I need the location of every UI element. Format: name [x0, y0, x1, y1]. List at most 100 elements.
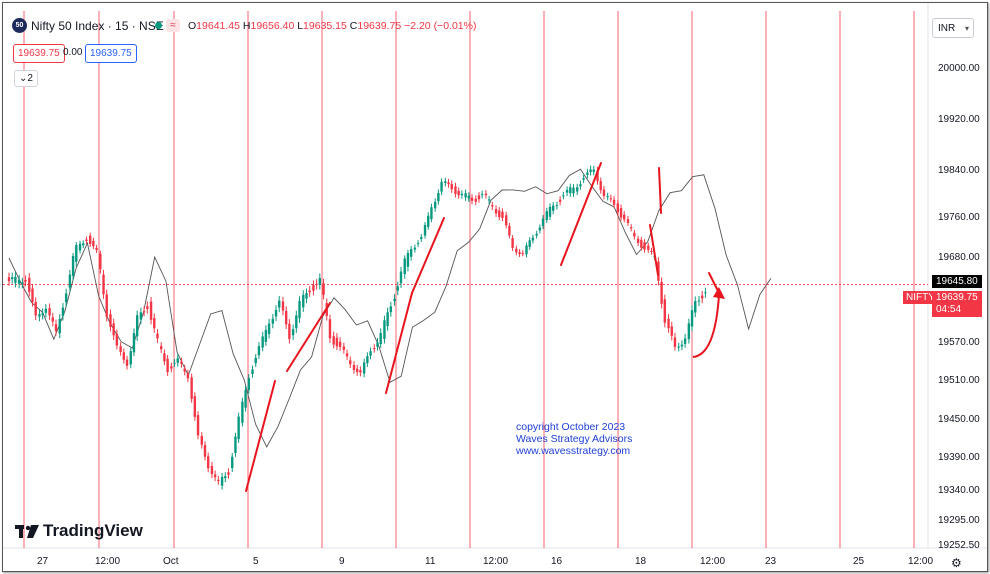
candle-body [599, 181, 602, 191]
candle-body [241, 401, 244, 423]
y-tick-label: 19840.00 [938, 165, 980, 176]
candle-body [609, 198, 613, 200]
candle-body [541, 218, 545, 227]
candle-body [413, 247, 417, 250]
candle-body [332, 336, 335, 345]
candle-body [484, 193, 488, 196]
candle-body [362, 362, 366, 374]
candle-body [149, 301, 153, 320]
candle-body [17, 279, 21, 284]
candle-body [437, 192, 440, 202]
candle-body [68, 274, 72, 288]
candle-body [647, 245, 650, 250]
candle-body [612, 199, 616, 205]
y-tick-label: 19570.00 [938, 337, 980, 348]
trend-annotation-stroke [560, 162, 602, 266]
candle-body [180, 361, 183, 364]
gear-icon[interactable]: ⚙ [951, 556, 962, 570]
candle-body [44, 308, 48, 313]
candle-body [450, 183, 453, 190]
y-tick-label: 19340.00 [938, 485, 980, 496]
candle-body [427, 215, 430, 227]
candle-body [173, 362, 176, 364]
candle-body [569, 187, 572, 194]
last-price-value: 19639.75 [936, 292, 978, 303]
last-price-tag: 19639.75 04:54 [932, 291, 982, 317]
y-tick-label: 19920.00 [938, 114, 980, 125]
candle-body [213, 474, 217, 478]
candle-body [602, 189, 606, 196]
wave-icon[interactable]: ≈ [166, 19, 180, 32]
candle-body [403, 258, 406, 275]
candle-body [92, 240, 95, 247]
candle-body [14, 276, 17, 283]
watermark-line: www.wavesstrategy.com [516, 445, 631, 457]
candle-body [389, 306, 393, 313]
candle-body [515, 248, 518, 253]
candle-body [227, 472, 230, 475]
candle-body [386, 312, 389, 327]
candle-body [694, 301, 697, 313]
trend-annotation-stroke [658, 167, 662, 214]
candle-body [383, 320, 386, 339]
currency-select[interactable]: INR ▾ [932, 18, 974, 38]
candle-body [190, 377, 193, 399]
symbol-title[interactable]: Nifty 50 Index · 15 · NSE [31, 19, 164, 33]
candle-body [657, 261, 660, 281]
candle-body [667, 318, 670, 329]
candle-body [572, 187, 575, 194]
candle-body [683, 338, 687, 345]
candle-body [670, 326, 673, 336]
candle-body [231, 456, 234, 469]
candle-body [379, 333, 382, 345]
candle-body [474, 198, 477, 202]
candle-body [596, 170, 599, 182]
candle-body [606, 196, 609, 198]
x-tick-label: 25 [853, 556, 865, 567]
buy-button[interactable]: 19639.75 [85, 44, 137, 63]
candle-body [119, 346, 122, 352]
candle-body [345, 353, 349, 357]
candle-body [338, 341, 342, 347]
candle-body [501, 211, 504, 218]
candle-body [88, 235, 92, 244]
trend-annotation-stroke [411, 217, 445, 294]
candle-body [491, 205, 494, 207]
candle-body [71, 255, 75, 276]
candle-body [592, 169, 595, 172]
tradingview-logo[interactable]: TradingView [43, 521, 143, 540]
x-tick-label: 11 [425, 556, 436, 567]
candle-body [589, 169, 592, 173]
price-chart[interactable] [3, 3, 987, 571]
candle-body [548, 206, 552, 217]
candle-body [115, 334, 119, 346]
candle-body [328, 319, 332, 339]
arrow-head-annotation [713, 287, 725, 299]
candle-body [156, 333, 159, 339]
candle-body [153, 318, 156, 329]
candle-body [416, 243, 420, 245]
candle-body [38, 314, 41, 317]
sell-button[interactable]: 19639.75 [13, 44, 65, 63]
trend-annotation-stroke [385, 292, 413, 394]
x-tick-label: 12:00 [700, 556, 726, 567]
candle-body [302, 294, 305, 308]
candle-body [291, 329, 295, 336]
bar-countdown: 04:54 [936, 304, 962, 315]
candle-body [54, 324, 58, 331]
candle-body [122, 352, 126, 360]
candle-body [196, 415, 200, 436]
candle-body [643, 242, 646, 250]
candle-body [487, 199, 491, 201]
x-tick-label: 12:00 [95, 556, 121, 567]
collapse-indicators-button[interactable]: ⌄2 [14, 70, 38, 87]
candle-body [125, 359, 129, 366]
candle-body [160, 346, 163, 350]
candle-body [660, 281, 663, 304]
candle-body [21, 282, 24, 284]
candle-body [701, 295, 704, 299]
candle-body [322, 283, 325, 295]
candle-body [267, 323, 271, 334]
candle-body [132, 333, 136, 353]
